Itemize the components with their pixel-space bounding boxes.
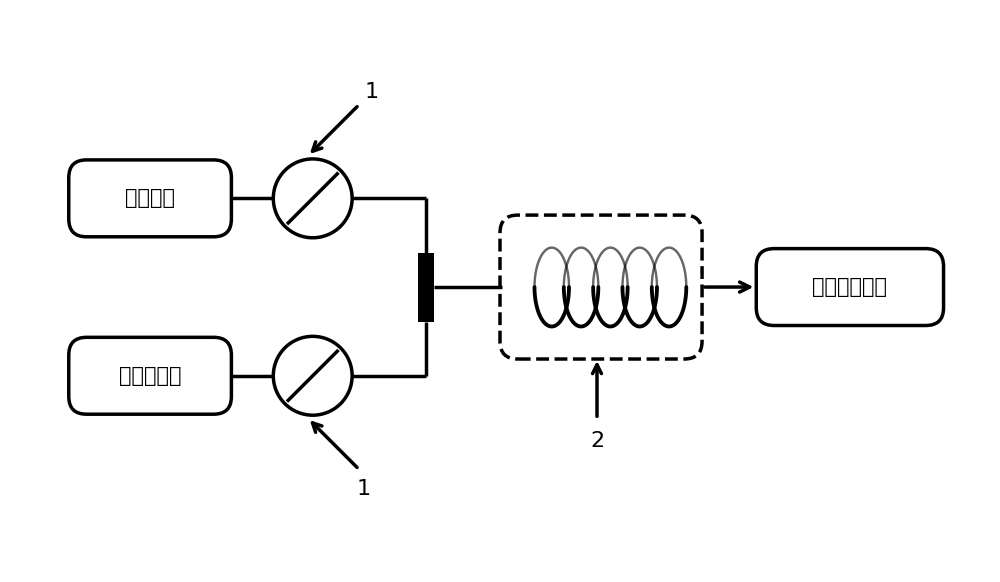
FancyBboxPatch shape <box>500 215 702 359</box>
FancyBboxPatch shape <box>756 249 944 325</box>
Text: 2: 2 <box>590 431 604 451</box>
Text: 纳米铜分散液: 纳米铜分散液 <box>812 277 887 297</box>
Circle shape <box>273 336 352 415</box>
Circle shape <box>273 159 352 238</box>
Text: 铜盐溶液: 铜盐溶液 <box>125 189 175 208</box>
FancyBboxPatch shape <box>69 160 231 237</box>
Bar <box>418 253 434 322</box>
Text: 还原剂溶液: 还原剂溶液 <box>119 365 181 386</box>
FancyBboxPatch shape <box>69 338 231 414</box>
Text: 1: 1 <box>357 479 371 499</box>
Text: 1: 1 <box>365 82 379 102</box>
